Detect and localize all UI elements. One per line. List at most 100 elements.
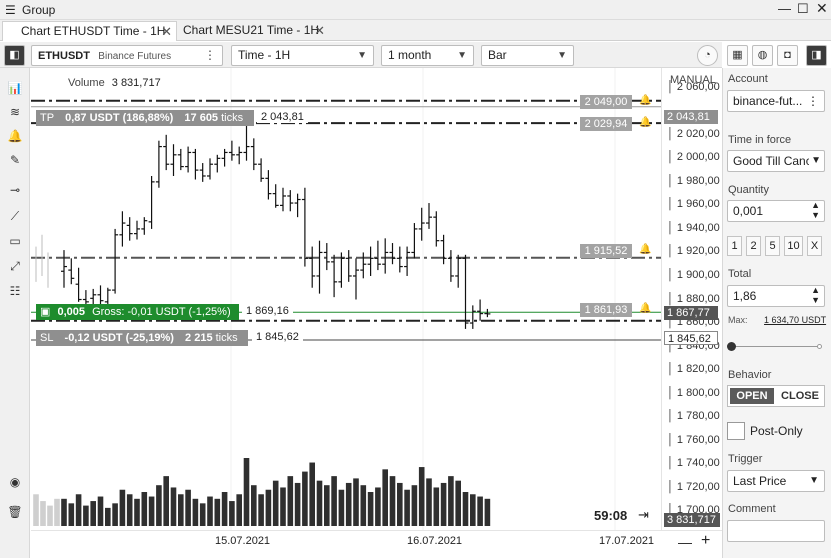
bell-icon[interactable]: 🔔 <box>639 117 652 128</box>
zoom-in-icon[interactable]: + <box>701 532 711 549</box>
indicators-icon[interactable]: 📊 <box>7 81 23 95</box>
period-value: 1 month <box>388 48 432 62</box>
pencil-icon[interactable]: ✎ <box>9 153 21 167</box>
chart-type-select[interactable]: Bar ▼ <box>481 45 574 66</box>
volume-bar <box>418 467 425 526</box>
jump-to-latest-icon[interactable]: ⇥ <box>638 507 649 522</box>
tp-axis-price: 2 043,81 <box>664 110 718 124</box>
sl-order-label[interactable]: SL -0,12 USDT (-25,19%) 2 215 ticks <box>36 330 248 346</box>
bell-icon[interactable]: 🔔 <box>639 303 652 314</box>
tp-order-label[interactable]: TP 0,87 USDT (186,88%) 17 605 ticks <box>36 110 254 126</box>
alert-box[interactable]: 1 915,52 <box>580 244 632 258</box>
tif-select[interactable]: Good Till Canc ▼ <box>727 150 825 172</box>
qty-preset-2[interactable]: 2 <box>746 236 761 256</box>
mouse-icon[interactable]: ◍ <box>752 45 773 66</box>
sl-pnl: -0,12 USDT (-25,19%) <box>64 332 174 344</box>
maximize-icon[interactable]: ☐ <box>797 1 809 16</box>
zoom-out-icon[interactable]: — <box>678 534 692 550</box>
period-select[interactable]: 1 month ▼ <box>381 45 474 66</box>
tag-icon[interactable]: ◘ <box>777 45 798 66</box>
chevron-down-icon: ▼ <box>457 50 467 61</box>
close-tab-icon[interactable]: ✕ <box>314 23 325 38</box>
bell-icon[interactable]: 🔔 <box>639 244 652 255</box>
open-button[interactable]: OPEN <box>730 388 774 404</box>
horizontal-line-icon[interactable]: ⊸ <box>9 183 21 197</box>
volume-bar <box>360 485 367 526</box>
symbol-selector[interactable]: ETHUSDT Binance Futures ⋮ <box>31 45 223 66</box>
position-qty: 0,005 <box>57 306 85 318</box>
account-label: Account <box>728 73 768 85</box>
measure-icon[interactable]: ⤢ <box>10 259 20 273</box>
fibonacci-icon[interactable]: ☷ <box>9 284 21 298</box>
alert-box[interactable]: 2 029,94 <box>580 117 632 131</box>
bell-icon[interactable]: 🔔 <box>7 129 23 143</box>
volume-bar <box>54 498 60 526</box>
qty-preset-5[interactable]: 5 <box>765 236 780 256</box>
volume-bar <box>324 485 330 526</box>
price-tick-label: │ 2 060,00 <box>667 80 720 93</box>
price-tick-label: │ 1 960,00 <box>667 198 720 211</box>
stepper-icon[interactable]: ▲ ▼ <box>811 285 820 305</box>
tab-label: Chart ETHUSDT Time - 1H <box>21 24 166 38</box>
close-button[interactable]: CLOSE <box>781 390 819 402</box>
total-input[interactable]: 1,86 ▲ ▼ <box>727 285 825 307</box>
tp-price: 2 043,81 <box>257 111 308 123</box>
volume-bar <box>345 482 352 526</box>
keyboard-icon[interactable]: ▦ <box>727 45 748 66</box>
quantity-input[interactable]: 0,001 ▲ ▼ <box>727 200 825 222</box>
max-value[interactable]: 1 634,70 USDT <box>764 315 827 325</box>
qty-preset-1[interactable]: 1 <box>727 236 742 256</box>
volume-bar <box>170 487 177 526</box>
rectangle-icon[interactable]: ▭ <box>9 234 21 248</box>
volume-bar <box>433 487 440 526</box>
volume-bar <box>33 494 39 526</box>
layers-icon[interactable]: ≋ <box>9 105 21 119</box>
time-axis[interactable]: 15.07.2021 16.07.2021 17.07.2021 — + <box>31 530 722 558</box>
volume-bar <box>236 494 242 526</box>
post-only-checkbox[interactable] <box>727 422 745 440</box>
speed-icon[interactable]: ◔ <box>697 45 718 66</box>
position-label[interactable]: ▣ 0,005 Gross: -0,01 USDT (-1,25%) <box>36 304 239 320</box>
toggle-left-panel-icon[interactable]: ◧ <box>4 45 25 66</box>
volume-bar <box>185 489 191 526</box>
account-select[interactable]: binance-fut... ⋮ <box>727 90 825 112</box>
price-axis[interactable]: MANUAL │ 2 060,00 │ 2 020,00 │ 2 000,00 │ 1… <box>661 68 722 530</box>
close-tab-icon[interactable]: ✕ <box>161 24 172 39</box>
alert-box[interactable]: 2 049,00 <box>580 95 632 109</box>
qty-preset-10[interactable]: 10 <box>784 236 803 256</box>
eye-icon[interactable]: ◉ <box>9 475 21 489</box>
more-vertical-icon[interactable]: ⋮ <box>807 94 819 108</box>
volume-legend-value: 3 831,717 <box>111 77 161 89</box>
bell-icon[interactable]: 🔔 <box>639 95 652 106</box>
trigger-select[interactable]: Last Price ▼ <box>727 470 825 492</box>
tab-chart-ethusdt[interactable]: Chart ETHUSDT Time - 1H ✕ <box>2 21 177 41</box>
more-vertical-icon[interactable]: ⋮ <box>204 48 216 62</box>
tab-chart-mesu21[interactable]: Chart MESU21 Time - 1H ✕ <box>177 21 329 41</box>
chart-canvas[interactable] <box>31 68 661 530</box>
alert-box[interactable]: 1 861,93 <box>580 303 632 317</box>
close-window-icon[interactable]: ✕ <box>816 0 828 16</box>
toggle-right-panel-icon[interactable]: ◨ <box>806 45 827 66</box>
tif-value: Good Till Canc <box>733 154 812 168</box>
total-label: Total <box>728 268 752 280</box>
window-title: Group <box>22 3 56 17</box>
timeframe-select[interactable]: Time - 1H ▼ <box>231 45 374 66</box>
minimize-icon[interactable]: — <box>778 1 791 16</box>
tab-bar: Chart ETHUSDT Time - 1H ✕ Chart MESU21 T… <box>0 20 831 41</box>
qty-clear-button[interactable]: X <box>807 236 822 256</box>
quantity-slider-track[interactable] <box>731 346 821 347</box>
price-tick-label: │ 2 000,00 <box>667 151 720 164</box>
stepper-icon[interactable]: ▲ ▼ <box>811 200 820 220</box>
volume-legend-label: Volume <box>68 77 105 89</box>
window-menu-icon[interactable]: ☰ <box>5 3 16 17</box>
manual-scale-label[interactable]: MANUAL <box>670 74 716 86</box>
price-tick-label: │ 1 980,00 <box>667 174 720 187</box>
quantity-slider-handle[interactable] <box>727 342 736 351</box>
trend-line-icon[interactable]: ⟋ <box>10 209 20 223</box>
volume-bar <box>156 485 162 526</box>
volume-bar <box>47 505 53 526</box>
timeframe-value: Time - 1H <box>238 48 291 62</box>
price-chart[interactable]: Volume 3 831,717 TP 0,87 USDT (186,88%) … <box>31 68 661 530</box>
comment-input[interactable] <box>727 520 825 542</box>
trash-icon[interactable]: 🗑 <box>7 505 23 519</box>
